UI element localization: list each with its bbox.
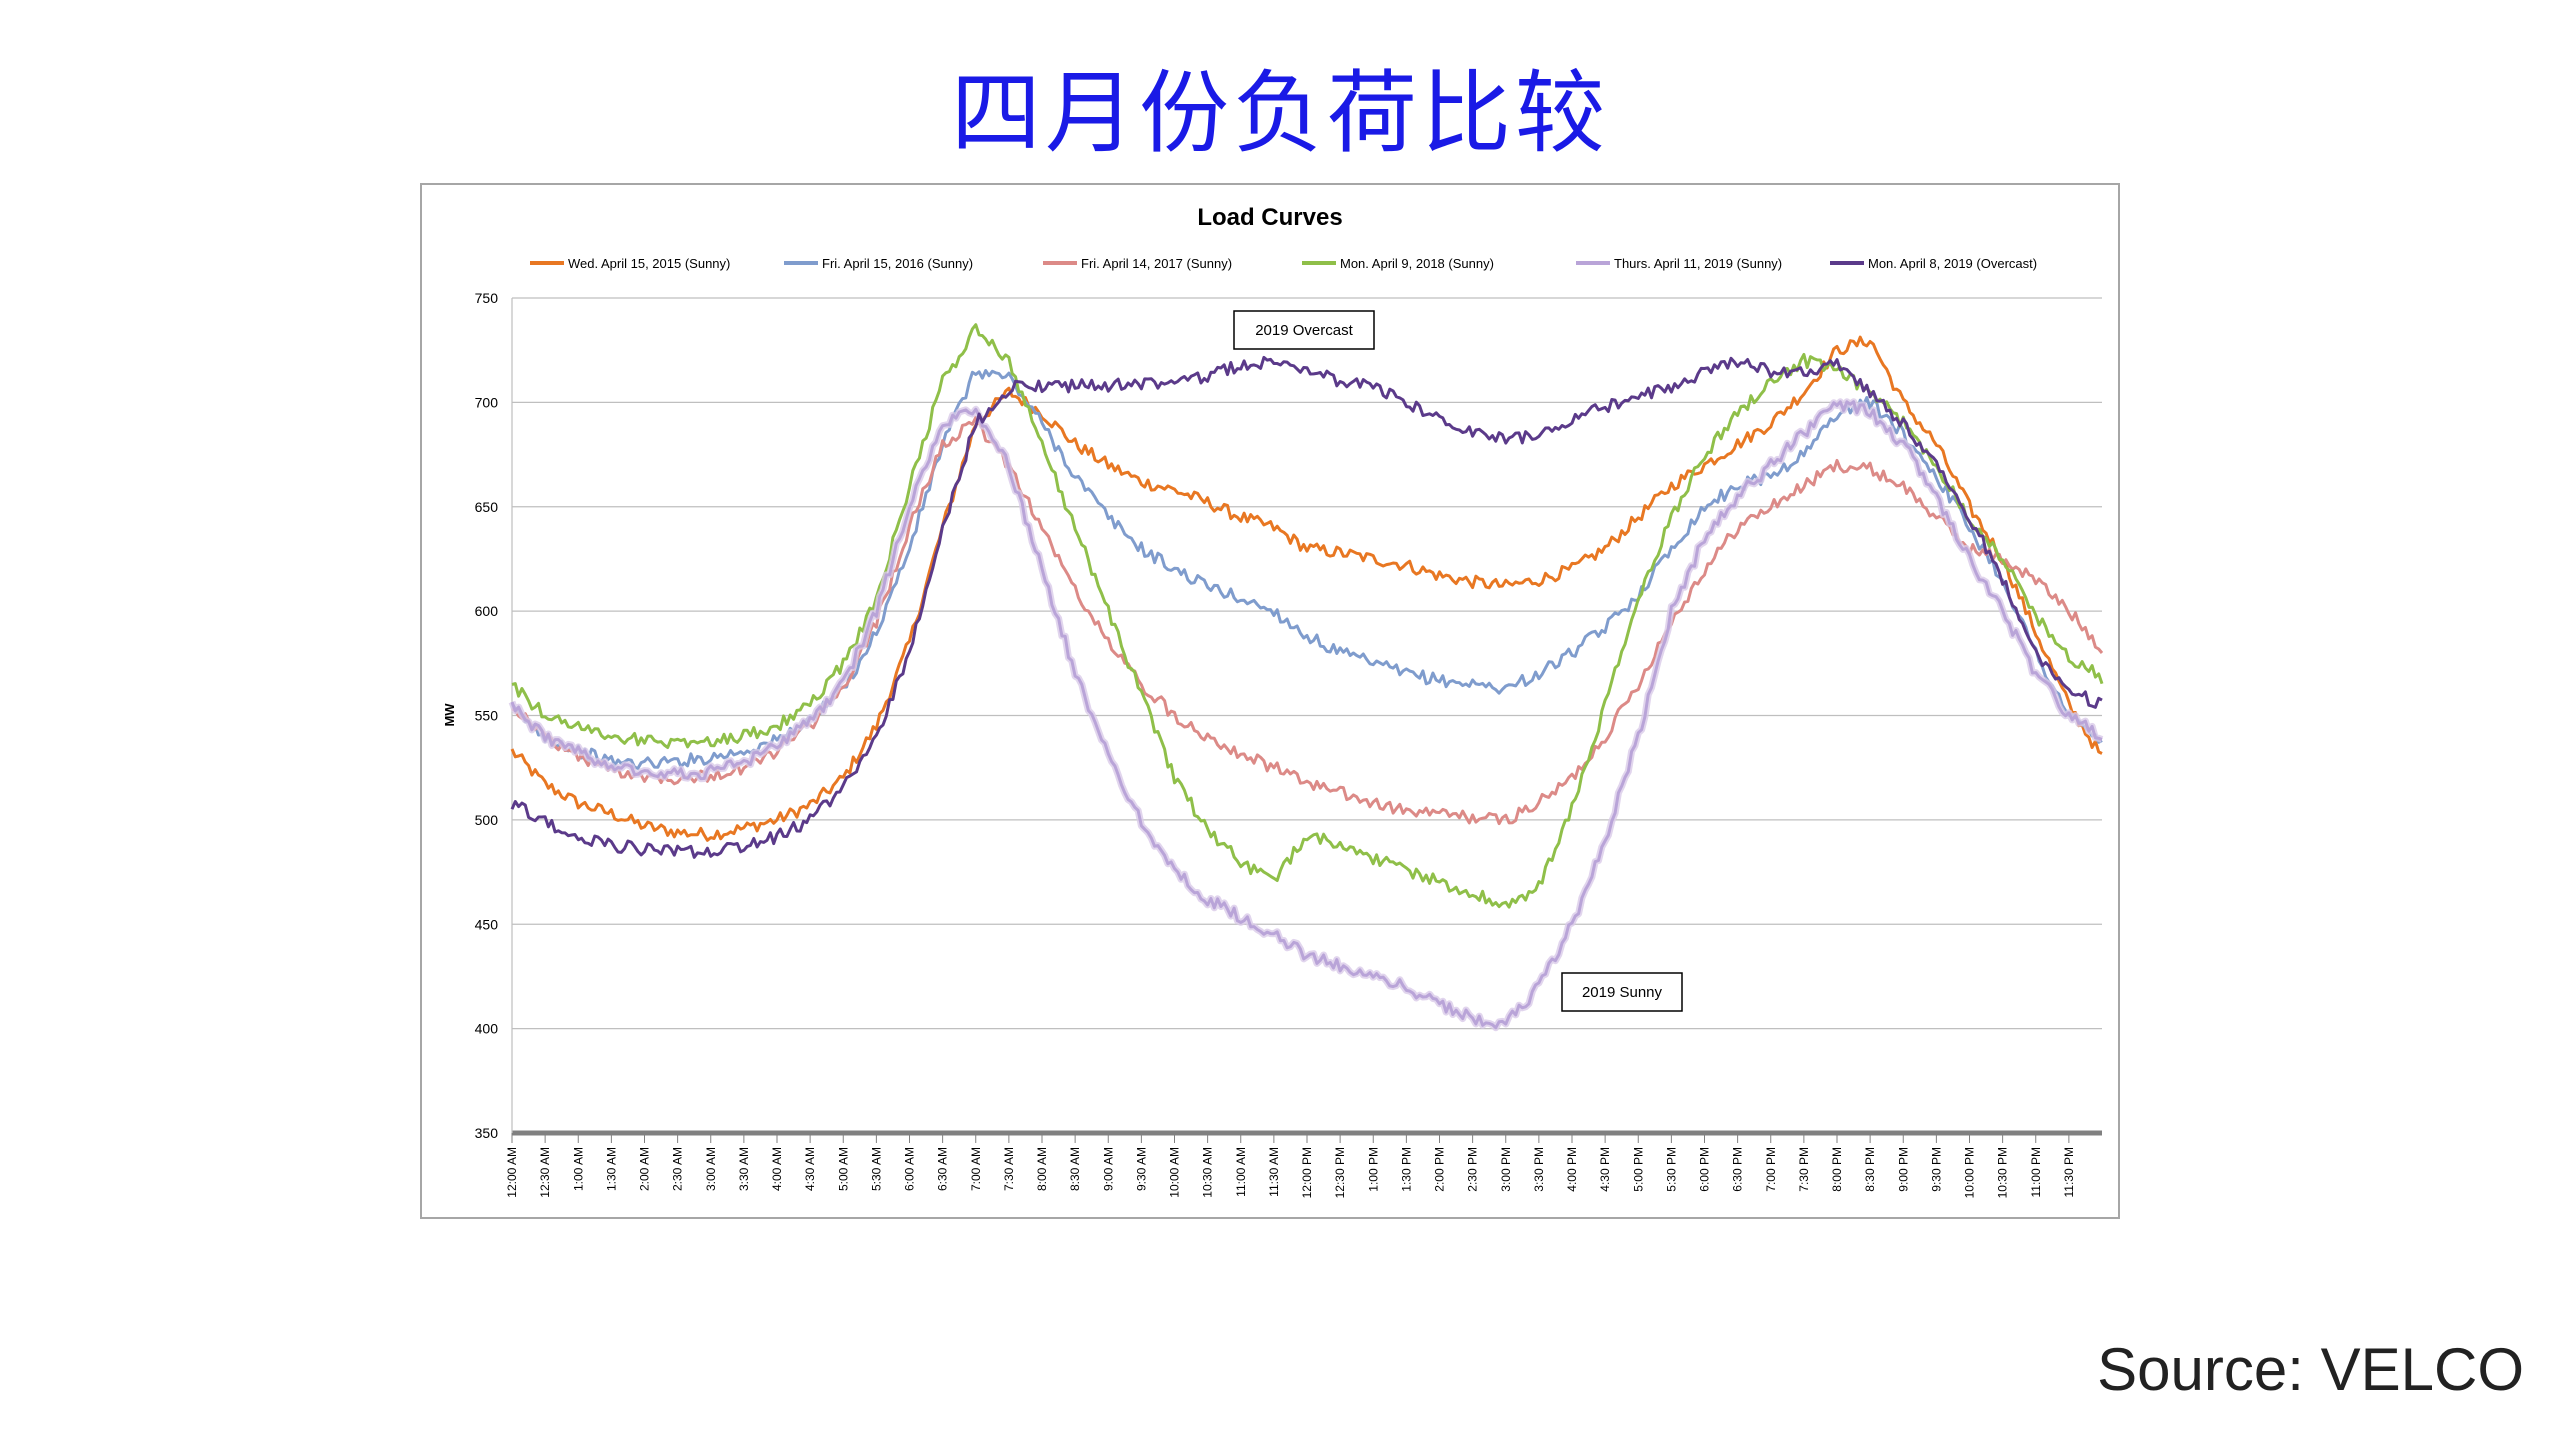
series-lines — [508, 323, 2104, 1032]
x-tick-label: 4:00 PM — [1565, 1147, 1579, 1192]
series-line — [510, 369, 2103, 770]
legend-label: Fri. April 14, 2017 (Sunny) — [1081, 256, 1232, 271]
annotation-box — [1233, 310, 1375, 350]
series-line — [511, 415, 2104, 826]
x-tick-label: 7:30 PM — [1797, 1147, 1811, 1192]
x-tick-label: 7:00 AM — [969, 1147, 983, 1191]
y-tick-label: 400 — [475, 1021, 499, 1037]
y-axis-ticks: 350 400 450 500 550 600 650 700 750 — [475, 290, 499, 1141]
x-tick-label: 11:00 AM — [1234, 1147, 1248, 1197]
x-tick-label: 9:00 AM — [1101, 1147, 1115, 1191]
x-tick-label: 5:30 AM — [869, 1147, 883, 1191]
x-tick-label: 6:00 AM — [903, 1147, 917, 1191]
x-tick-label: 11:30 AM — [1267, 1147, 1281, 1197]
x-tick-label: 2:30 AM — [671, 1147, 685, 1191]
y-tick-label: 750 — [475, 290, 499, 306]
x-tick-label: 1:00 PM — [1366, 1147, 1380, 1192]
x-tick-label: 12:00 PM — [1300, 1147, 1314, 1198]
y-tick-label: 500 — [475, 812, 499, 828]
x-tick-label: 12:30 AM — [538, 1147, 552, 1198]
x-tick-label: 12:00 AM — [505, 1147, 519, 1198]
x-tick-label: 10:30 AM — [1201, 1147, 1215, 1198]
annotations: 2019 Overcast 2019 Sunny — [1233, 310, 1683, 1012]
x-tick-label: 2:30 PM — [1466, 1147, 1480, 1192]
x-tick-label: 2:00 PM — [1433, 1147, 1447, 1192]
load-curves-chart: Load Curves Wed. April 15, 2015 (Sunny) F… — [442, 204, 2104, 1198]
legend-label: Wed. April 15, 2015 (Sunny) — [568, 256, 730, 271]
series-line — [510, 400, 2103, 1030]
x-tick-label: 6:30 PM — [1731, 1147, 1745, 1192]
x-tick-label: 10:00 PM — [1963, 1147, 1977, 1198]
legend-label: Fri. April 15, 2016 (Sunny) — [822, 256, 973, 271]
annotation-label: 2019 Sunny — [1582, 984, 1663, 1001]
x-tick-label: 11:00 PM — [2029, 1147, 2043, 1197]
legend-label: Mon. April 8, 2019 (Overcast) — [1868, 256, 2037, 271]
y-tick-label: 600 — [475, 603, 499, 619]
x-tick-label: 6:30 AM — [936, 1147, 950, 1191]
x-tick-label: 3:00 PM — [1499, 1147, 1513, 1192]
x-tick-label: 4:00 AM — [770, 1147, 784, 1191]
series-line-glow — [508, 398, 2104, 1032]
gridlines — [511, 297, 2102, 1136]
x-tick-label: 5:00 AM — [836, 1147, 850, 1191]
x-tick-label: 5:30 PM — [1664, 1147, 1678, 1192]
x-tick-label: 8:00 PM — [1830, 1147, 1844, 1192]
series-line — [510, 335, 2103, 842]
slide-title: 四月份负荷比较 — [951, 61, 1609, 166]
x-tick-label: 4:30 AM — [803, 1147, 817, 1191]
y-tick-label: 700 — [475, 394, 499, 410]
x-tick-label: 10:30 PM — [1996, 1147, 2010, 1198]
x-tick-label: 7:00 PM — [1764, 1147, 1778, 1192]
source-credit: Source: VELCO — [2097, 1336, 2524, 1403]
x-tick-label: 1:30 PM — [1399, 1147, 1413, 1192]
x-tick-label: 3:30 PM — [1532, 1147, 1546, 1192]
y-tick-label: 650 — [475, 499, 499, 515]
x-tick-label: 8:30 PM — [1863, 1147, 1877, 1192]
chart-legend: Wed. April 15, 2015 (Sunny) Fri. April 15… — [530, 256, 2037, 271]
x-tick-label: 8:00 AM — [1035, 1147, 1049, 1191]
x-tick-label: 3:30 AM — [737, 1147, 751, 1191]
x-tick-label: 10:00 AM — [1168, 1147, 1182, 1198]
x-tick-label: 7:30 AM — [1002, 1147, 1016, 1191]
y-axis-label: MW — [442, 703, 457, 727]
x-tick-label: 11:30 PM — [2062, 1147, 2076, 1197]
x-tick-label: 1:30 AM — [604, 1147, 618, 1191]
x-tick-label: 4:30 PM — [1598, 1147, 1612, 1192]
legend-label: Mon. April 9, 2018 (Sunny) — [1340, 256, 1494, 271]
legend-label: Thurs. April 11, 2019 (Sunny) — [1614, 256, 1782, 271]
x-tick-label: 9:00 PM — [1896, 1147, 1910, 1192]
chart-title: Load Curves — [1197, 204, 1342, 231]
x-tick-label: 2:00 AM — [638, 1147, 652, 1191]
x-tick-label: 5:00 PM — [1631, 1147, 1645, 1192]
series-line — [511, 323, 2104, 909]
chart-frame: Load Curves Wed. April 15, 2015 (Sunny) F… — [420, 183, 2120, 1219]
y-tick-label: 450 — [475, 916, 499, 932]
x-tick-label: 12:30 PM — [1333, 1147, 1347, 1198]
x-axis-ticks: 12:00 AM 12:30 AM 1:00 AM 1:30 AM 2:00 AM 2:3… — [505, 1133, 2076, 1198]
annotation-box — [1561, 972, 1683, 1012]
x-tick-label: 6:00 PM — [1698, 1147, 1712, 1192]
series-line — [510, 355, 2103, 859]
x-tick-label: 8:30 AM — [1068, 1147, 1082, 1191]
x-tick-label: 1:00 AM — [571, 1147, 585, 1191]
annotation-label: 2019 Overcast — [1255, 322, 1353, 339]
x-tick-label: 9:30 PM — [1929, 1147, 1943, 1192]
y-tick-label: 350 — [475, 1125, 499, 1141]
x-tick-label: 9:30 AM — [1134, 1147, 1148, 1191]
y-tick-label: 550 — [475, 708, 499, 724]
x-tick-label: 3:00 AM — [704, 1147, 718, 1191]
